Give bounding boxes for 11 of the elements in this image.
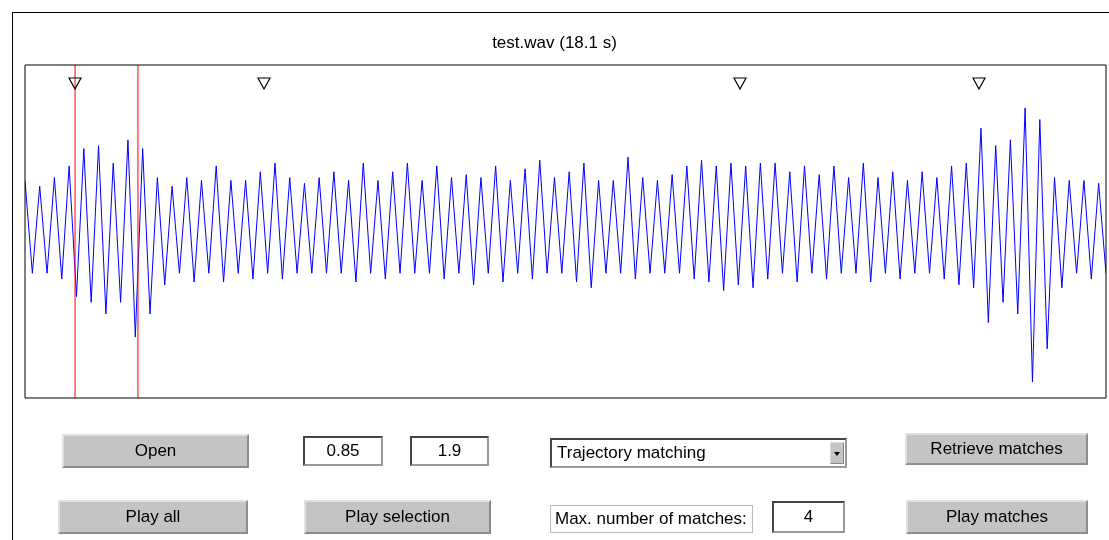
field-label: Max. number of matches: — [550, 505, 753, 533]
button: Play selection — [304, 500, 491, 534]
dropdown: Trajectory matching — [550, 438, 847, 468]
text-field: 1.9 — [410, 436, 489, 466]
button: Play all — [58, 500, 248, 534]
text-field: 0.85 — [303, 436, 383, 466]
button: Play matches — [906, 500, 1088, 534]
button: Open — [62, 434, 249, 468]
button: Retrieve matches — [905, 433, 1088, 465]
text-field: 4 — [772, 501, 845, 533]
chart-title: test.wav (18.1 s) — [492, 32, 617, 52]
